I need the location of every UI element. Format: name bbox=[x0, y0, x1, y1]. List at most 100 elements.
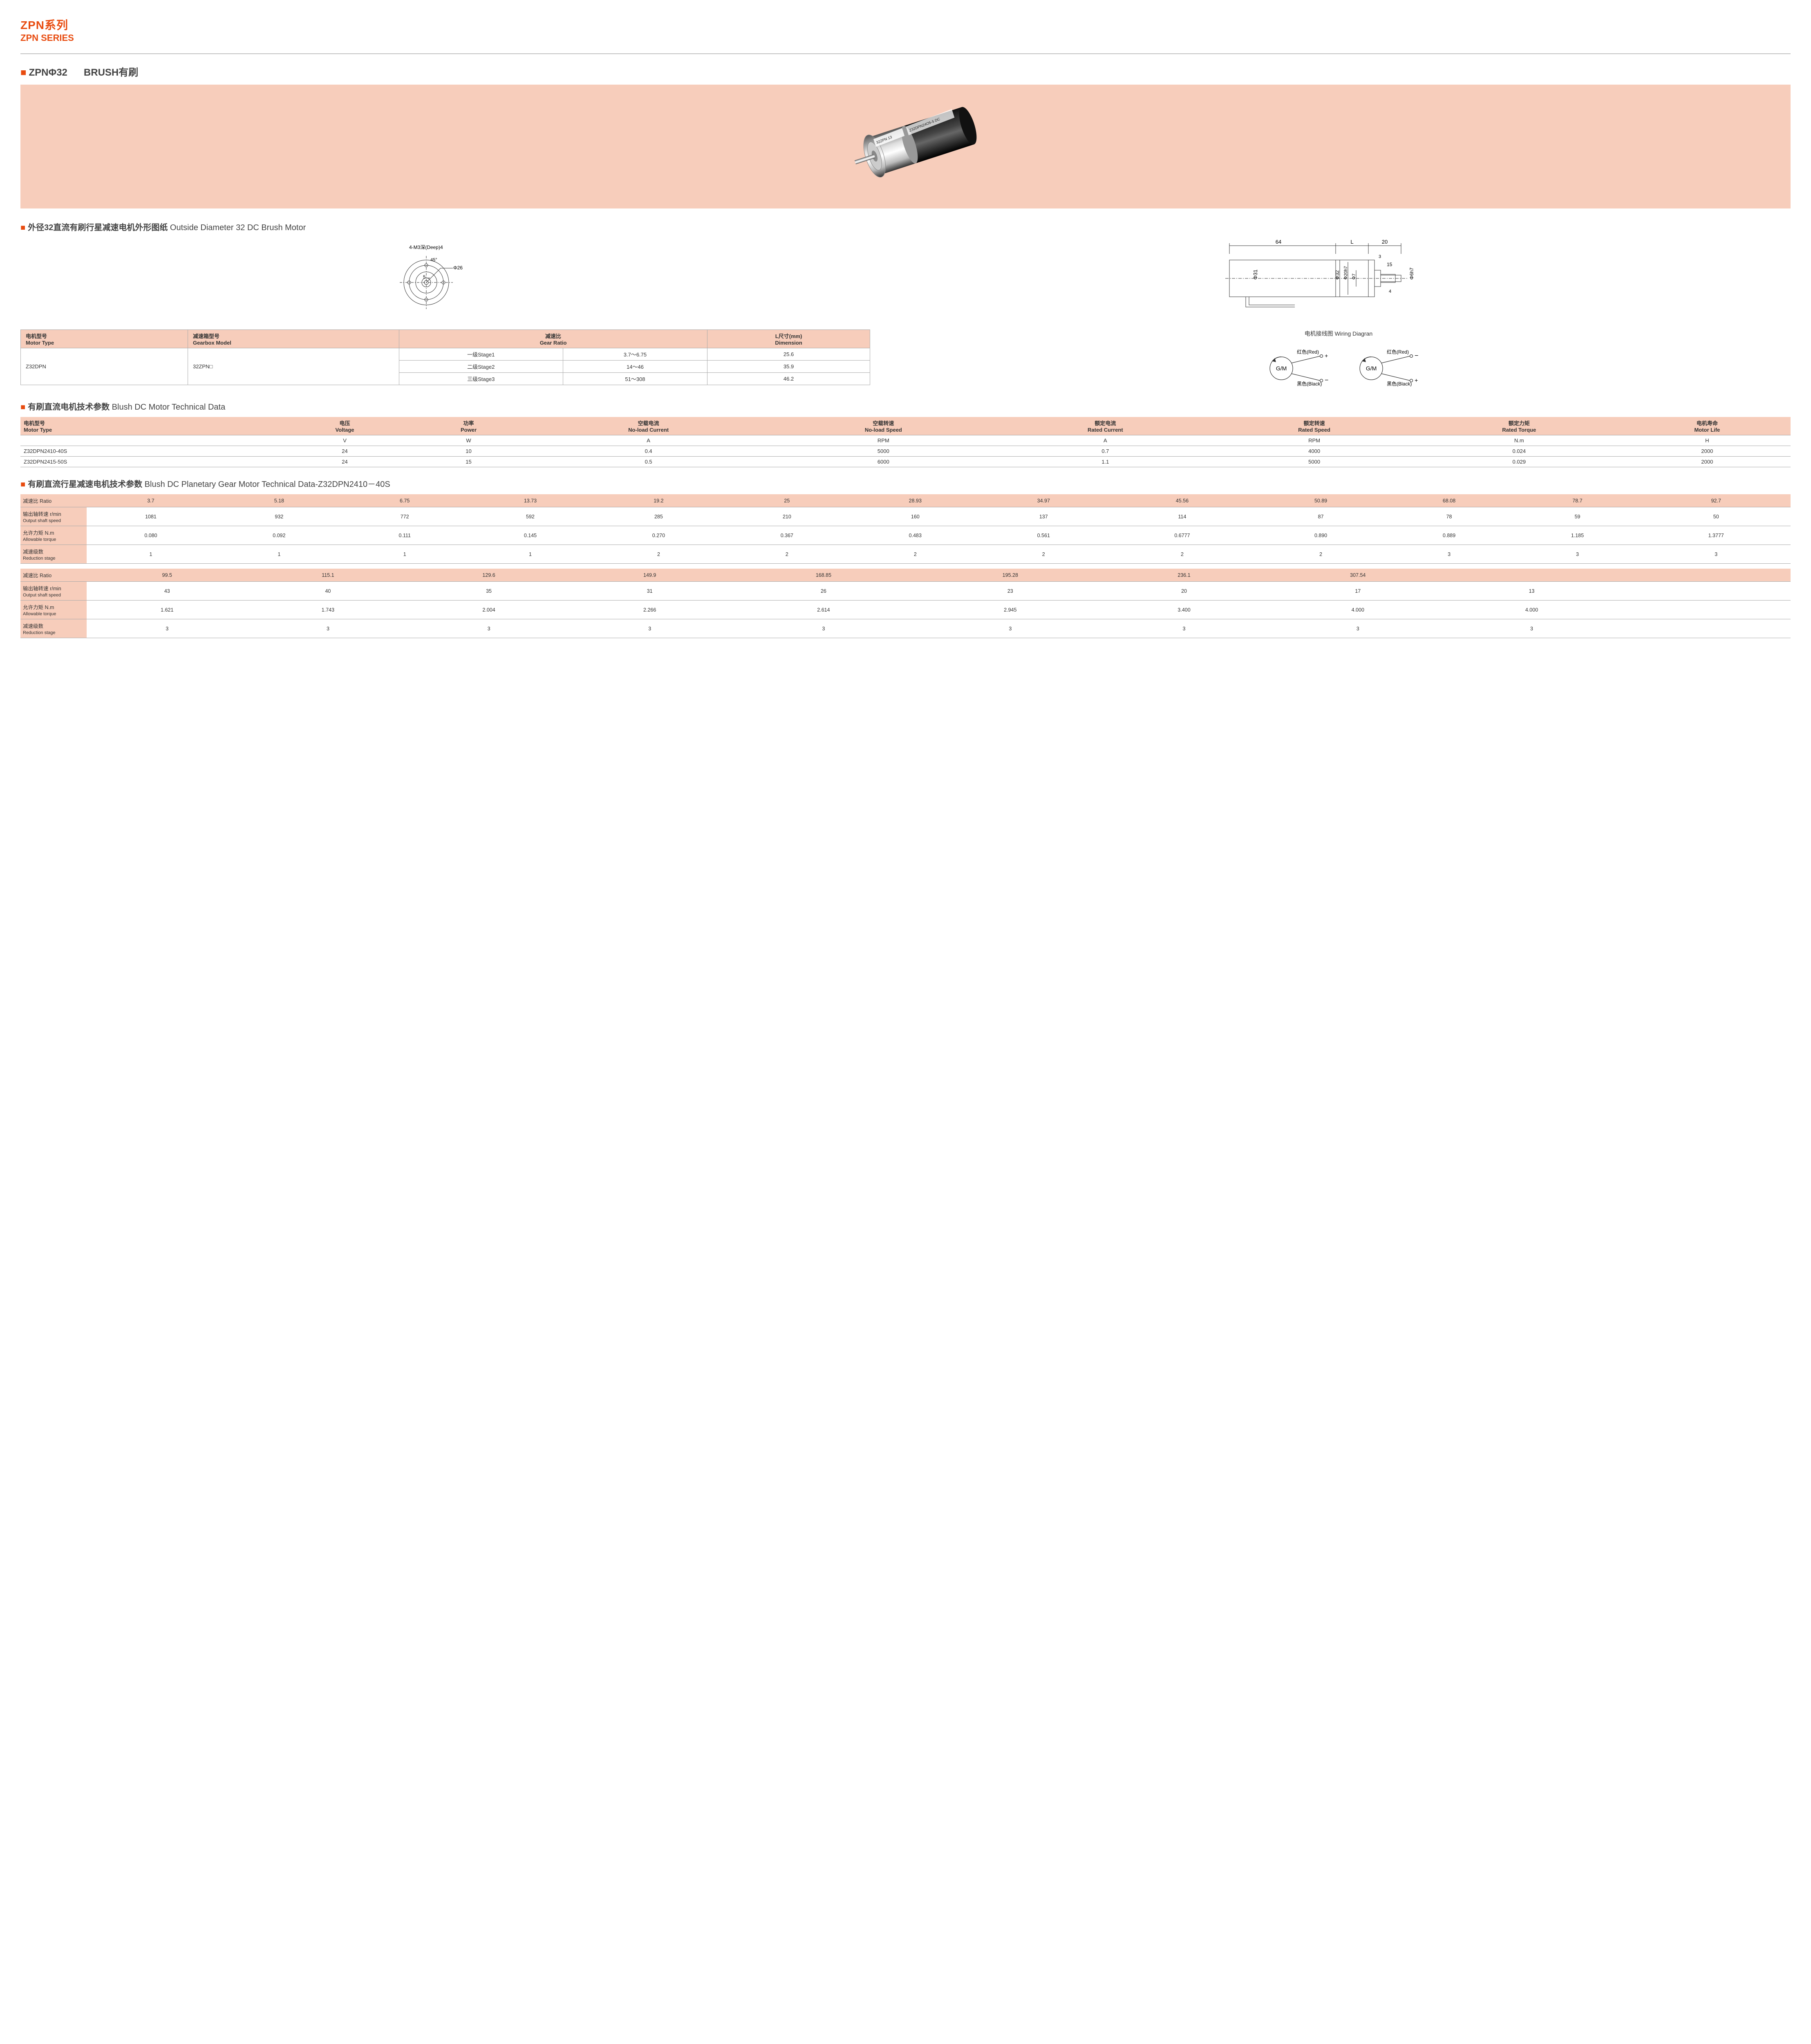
svg-text:红色(Red): 红色(Red) bbox=[1297, 349, 1319, 355]
t2-header: 额定电流Rated Current bbox=[996, 417, 1214, 435]
t2-cell: 0.029 bbox=[1415, 457, 1624, 467]
square-bullet-icon: ■ bbox=[20, 403, 25, 412]
svg-text:Φ6h7: Φ6h7 bbox=[1409, 267, 1415, 280]
t3-cell: 59 bbox=[1513, 507, 1642, 526]
t2-header: 空载转速No-load Speed bbox=[770, 417, 996, 435]
gear-data-table-2: 减速比 Ratio99.5115.1129.6149.9168.85195.28… bbox=[20, 569, 1791, 638]
t2-header: 电压Voltage bbox=[279, 417, 410, 435]
svg-text:红色(Red): 红色(Red) bbox=[1387, 349, 1409, 355]
t3-cell: 4.000 bbox=[1265, 601, 1451, 619]
t3-cell: 20 bbox=[1104, 582, 1265, 601]
t3-cell: 23 bbox=[917, 582, 1104, 601]
t3-cell: 3 bbox=[569, 619, 730, 638]
t3-cell: 26 bbox=[730, 582, 917, 601]
t3-cell: 40 bbox=[248, 582, 409, 601]
motor-type-cell: Z32DPN bbox=[21, 348, 188, 385]
t3-cell: 43 bbox=[87, 582, 248, 601]
side-view-drawing: 64 L 20 3 15 Φ31 Φ32 Φ20h7 Φ7 4 Φ6h7 bbox=[1213, 238, 1426, 319]
t2-cell: 6000 bbox=[770, 457, 996, 467]
t3-cell: 115.1 bbox=[248, 569, 409, 582]
t3-cell: 3 bbox=[248, 619, 409, 638]
t3-row-label: 输出轴转速 r/minOutput shaft speed bbox=[20, 582, 87, 601]
t3-cell: 0.483 bbox=[851, 526, 979, 545]
svg-text:−: − bbox=[1415, 352, 1418, 359]
t3-cell: 28.93 bbox=[851, 494, 979, 507]
t3-cell: 31 bbox=[569, 582, 730, 601]
t3-cell: 92.7 bbox=[1642, 494, 1791, 507]
t2-cell: 24 bbox=[279, 446, 410, 457]
t3-cell: 2 bbox=[1257, 545, 1385, 564]
t2-cell: 10 bbox=[410, 446, 527, 457]
svg-text:4: 4 bbox=[1389, 289, 1391, 294]
t3-cell: 129.6 bbox=[408, 569, 569, 582]
t3-cell bbox=[1657, 601, 1701, 619]
stage-cell: 二级Stage2 bbox=[399, 361, 563, 373]
t3-cell: 285 bbox=[594, 507, 723, 526]
t3-cell: 160 bbox=[851, 507, 979, 526]
t3-row-label: 允许力矩 N.mAllowable torque bbox=[20, 601, 87, 619]
t3-cell: 1 bbox=[87, 545, 215, 564]
t3-cell bbox=[1451, 569, 1612, 582]
t3-cell: 2 bbox=[594, 545, 723, 564]
t3-cell: 3 bbox=[1451, 619, 1612, 638]
series-title-en: ZPN SERIES bbox=[20, 33, 1791, 43]
t3-cell: 1.743 bbox=[248, 601, 409, 619]
svg-text:+: + bbox=[1415, 377, 1418, 383]
t2-cell: 0.7 bbox=[996, 446, 1214, 457]
stage-cell: 三级Stage3 bbox=[399, 373, 563, 385]
t2-unit: A bbox=[996, 435, 1214, 446]
t3-cell: 50 bbox=[1642, 507, 1791, 526]
t3-cell: 4.000 bbox=[1451, 601, 1612, 619]
t3-cell: 0.145 bbox=[466, 526, 594, 545]
t3-cell bbox=[1746, 601, 1791, 619]
t2-header: 电机寿命Motor Life bbox=[1624, 417, 1791, 435]
t2-cell: 4000 bbox=[1214, 446, 1415, 457]
t3-cell: 0.889 bbox=[1385, 526, 1513, 545]
t3-cell: 13 bbox=[1451, 582, 1612, 601]
product-photo-box: 32ZPN 13 Z32DPN24O5-5 DC bbox=[20, 85, 1791, 208]
th-dim: L尺寸(mm) Dimension bbox=[707, 330, 870, 348]
t3-row-label: 输出轴转速 r/minOutput shaft speed bbox=[20, 507, 87, 526]
t2-header: 额定力矩Rated Torque bbox=[1415, 417, 1624, 435]
ratio-cell: 3.7～6.75 bbox=[563, 348, 707, 361]
t3-cell bbox=[1701, 601, 1746, 619]
t3-cell: 2 bbox=[979, 545, 1108, 564]
t2-header: 空载电流No-load Current bbox=[527, 417, 770, 435]
dim-cell: 46.2 bbox=[707, 373, 870, 385]
t3-cell: 1.3777 bbox=[1642, 526, 1791, 545]
t2-cell: 2000 bbox=[1624, 457, 1791, 467]
t3-cell: 1 bbox=[215, 545, 343, 564]
t3-cell bbox=[1746, 582, 1791, 601]
t3-cell: 168.85 bbox=[730, 569, 917, 582]
t3-cell bbox=[1746, 619, 1791, 638]
svg-text:Φ31: Φ31 bbox=[1252, 269, 1258, 280]
t3-cell: 0.111 bbox=[343, 526, 466, 545]
t2-header: 功率Power bbox=[410, 417, 527, 435]
motor-photo-illustration: 32ZPN 13 Z32DPN24O5-5 DC bbox=[820, 93, 992, 199]
svg-text:G/M: G/M bbox=[1366, 365, 1377, 372]
model-header: ■ZPNΦ32BRUSH有刷 bbox=[20, 64, 1791, 78]
t3-cell: 3 bbox=[917, 619, 1104, 638]
t3-row-label: 允许力矩 N.mAllowable torque bbox=[20, 526, 87, 545]
t2-cell: 15 bbox=[410, 457, 527, 467]
svg-text:Φ32: Φ32 bbox=[1334, 270, 1340, 280]
svg-text:+: + bbox=[1325, 352, 1328, 359]
t2-unit: A bbox=[527, 435, 770, 446]
drawing-section-header: ■外径32直流有刷行星减速电机外形图纸 Outside Diameter 32 … bbox=[20, 221, 1791, 233]
t2-unit: RPM bbox=[1214, 435, 1415, 446]
wiring-diagram-block: 电机接线图 Wiring Diagran G/M G/M 红色(Red) + 黑… bbox=[886, 329, 1791, 390]
t2-unit bbox=[20, 435, 279, 446]
t3-row-label: 减速比 Ratio bbox=[20, 569, 87, 582]
model-code: ZPNΦ32 bbox=[29, 67, 67, 78]
t3-cell: 0.080 bbox=[87, 526, 215, 545]
series-title-cn: ZPN系列 bbox=[20, 16, 1791, 33]
t3-cell: 2.266 bbox=[569, 601, 730, 619]
t3-cell bbox=[1612, 619, 1657, 638]
t3-cell bbox=[1746, 569, 1791, 582]
t3-cell: 2 bbox=[851, 545, 979, 564]
t3-cell: 149.9 bbox=[569, 569, 730, 582]
ratio-cell: 14～46 bbox=[563, 361, 707, 373]
t3-cell: 6.75 bbox=[343, 494, 466, 507]
t3-cell: 2.614 bbox=[730, 601, 917, 619]
t3-cell: 3 bbox=[1385, 545, 1513, 564]
